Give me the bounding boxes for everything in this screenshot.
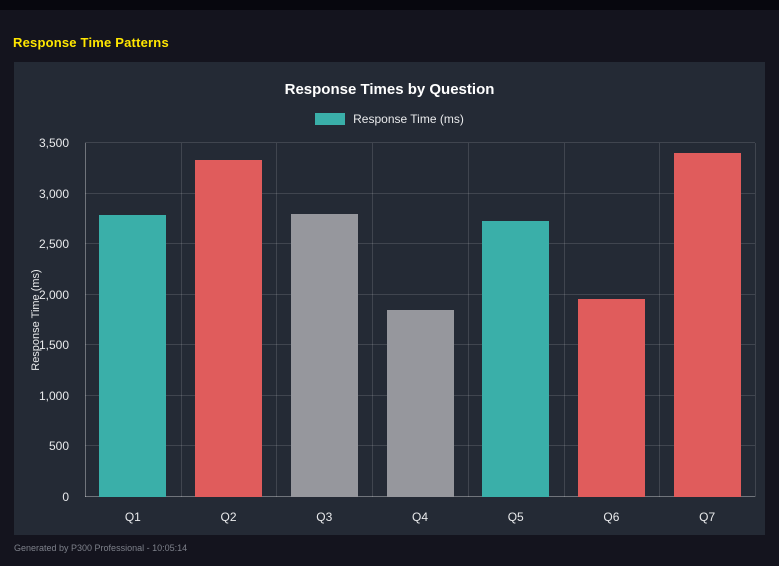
plot-area xyxy=(85,142,756,497)
chart-legend[interactable]: Response Time (ms) xyxy=(14,112,765,126)
x-tick-label: Q1 xyxy=(124,510,141,524)
footer-note: Generated by P300 Professional - 10:05:1… xyxy=(14,543,188,553)
gridline-h xyxy=(85,243,755,245)
x-tick-label: Q3 xyxy=(316,510,333,524)
gridline-v xyxy=(467,143,469,497)
bar-q7[interactable] xyxy=(673,152,741,497)
gridline-h xyxy=(85,192,755,194)
chart-panel: Response Times by Question Response Time… xyxy=(14,62,765,535)
bar-q4[interactable] xyxy=(386,310,454,497)
legend-swatch xyxy=(315,113,346,125)
y-tick-label: 500 xyxy=(48,439,69,454)
x-tick-label: Q7 xyxy=(699,510,716,524)
y-tick-label: 2,000 xyxy=(38,287,69,302)
gridline-h xyxy=(85,293,755,295)
x-tick-label: Q4 xyxy=(411,510,429,524)
chart-title: Response Times by Question xyxy=(284,81,495,98)
bar-q1[interactable] xyxy=(99,214,167,497)
gridline-v xyxy=(563,143,565,497)
y-axis-ticks: 0 500 1,000 1,500 2,000 2,500 3,000 3,500 xyxy=(14,136,77,504)
gridline-v xyxy=(85,143,86,497)
gridline-v xyxy=(755,143,756,497)
y-tick-label: 3,500 xyxy=(38,136,69,150)
gridline-v xyxy=(276,143,278,497)
x-tick-label: Q6 xyxy=(603,510,620,524)
gridline-v xyxy=(659,143,661,497)
top-strip xyxy=(0,0,779,10)
gridline-v xyxy=(372,143,374,497)
y-tick-label: 3,000 xyxy=(38,186,69,201)
legend-label: Response Time (ms) xyxy=(353,112,464,126)
x-tick-label: Q5 xyxy=(507,510,524,524)
bar-q3[interactable] xyxy=(290,213,358,497)
y-tick-label: 2,500 xyxy=(38,237,69,252)
page-title: Response Time Patterns xyxy=(13,35,169,50)
x-tick-label: Q2 xyxy=(220,510,237,524)
y-tick-label: 1,000 xyxy=(38,388,69,403)
gridline-v xyxy=(180,143,182,497)
gridline-h xyxy=(85,142,755,143)
x-axis-labels: Q1 Q2 Q3 Q4 Q5 Q6 Q7 xyxy=(85,510,755,530)
bar-q5[interactable] xyxy=(482,221,550,497)
bar-q2[interactable] xyxy=(195,160,263,497)
y-tick-label: 1,500 xyxy=(38,338,69,353)
y-tick-label: 0 xyxy=(62,490,69,504)
bar-q6[interactable] xyxy=(577,299,645,497)
